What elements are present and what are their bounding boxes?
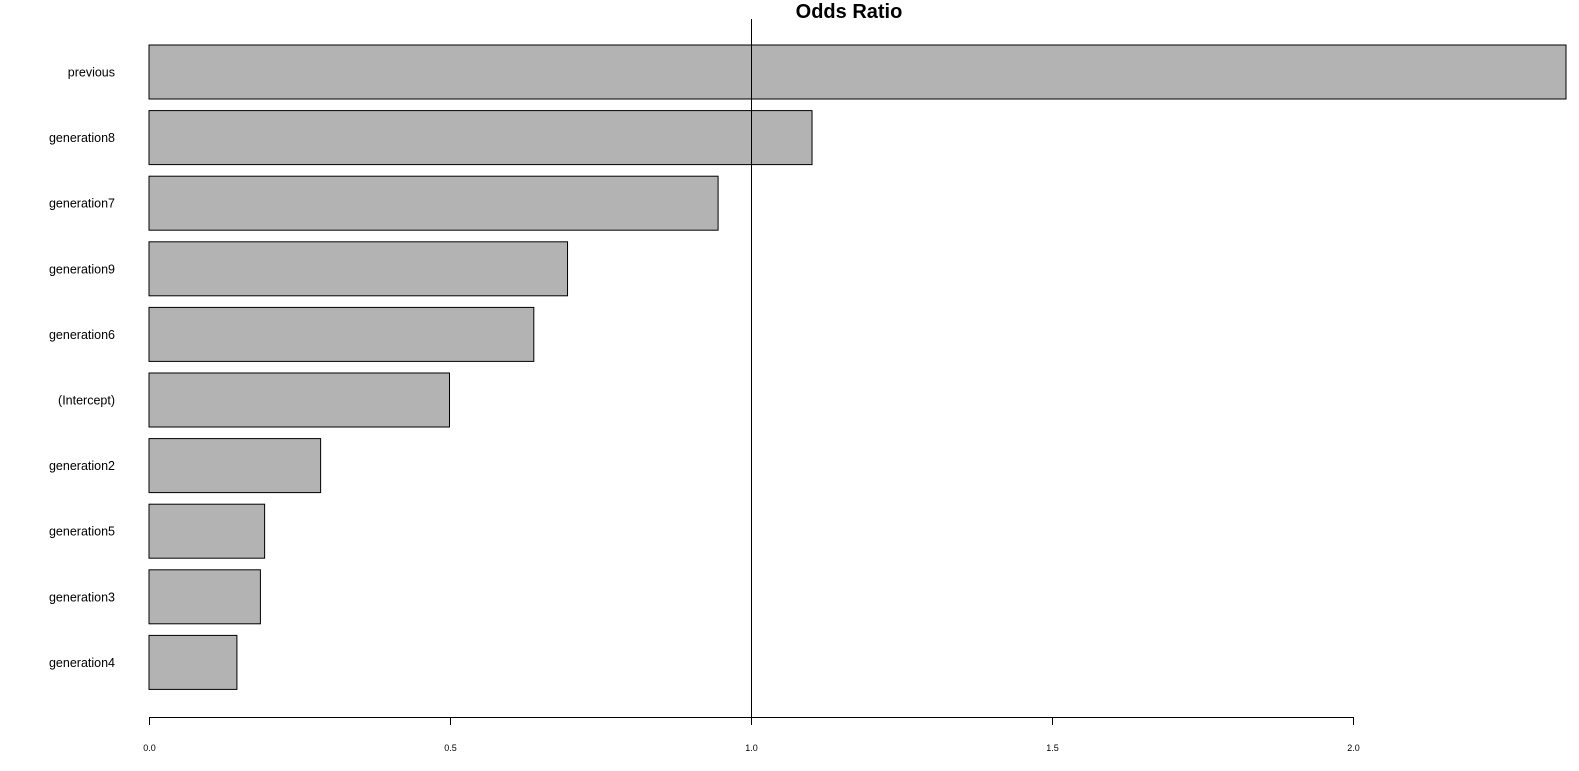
x-ticks-group: 0.0 0.5 1.0 1.5 2.0 bbox=[143, 717, 1360, 753]
bar-generation9 bbox=[148, 241, 569, 297]
x-tick-label: 0.5 bbox=[444, 743, 457, 753]
category-label: generation6 bbox=[49, 328, 115, 342]
category-label: generation4 bbox=[49, 656, 115, 670]
category-label: previous bbox=[68, 66, 115, 80]
bar-generation7 bbox=[148, 175, 719, 231]
x-tick-label: 0.0 bbox=[143, 743, 156, 753]
category-label: generation5 bbox=[49, 525, 115, 539]
bar-generation6 bbox=[148, 306, 535, 362]
category-label: generation9 bbox=[49, 262, 115, 276]
category-label: generation3 bbox=[49, 590, 115, 604]
category-label: generation2 bbox=[49, 459, 115, 473]
bars-group bbox=[148, 44, 1567, 690]
bar-intercept bbox=[148, 372, 451, 428]
bar-generation2 bbox=[148, 438, 322, 494]
bar-generation4 bbox=[148, 634, 238, 690]
x-tick-label: 2.0 bbox=[1347, 743, 1360, 753]
chart-title: Odds Ratio bbox=[796, 1, 903, 23]
category-label: (Intercept) bbox=[58, 394, 115, 408]
x-tick-label: 1.0 bbox=[745, 743, 758, 753]
category-label: generation8 bbox=[49, 131, 115, 145]
bar-previous bbox=[148, 44, 1567, 100]
bar-generation5 bbox=[148, 503, 266, 559]
bar-generation8 bbox=[148, 110, 813, 166]
bar-generation3 bbox=[148, 569, 261, 625]
x-tick-label: 1.5 bbox=[1046, 743, 1059, 753]
category-labels-group: previous generation8 generation7 generation… bbox=[49, 66, 115, 670]
category-label: generation7 bbox=[49, 197, 115, 211]
